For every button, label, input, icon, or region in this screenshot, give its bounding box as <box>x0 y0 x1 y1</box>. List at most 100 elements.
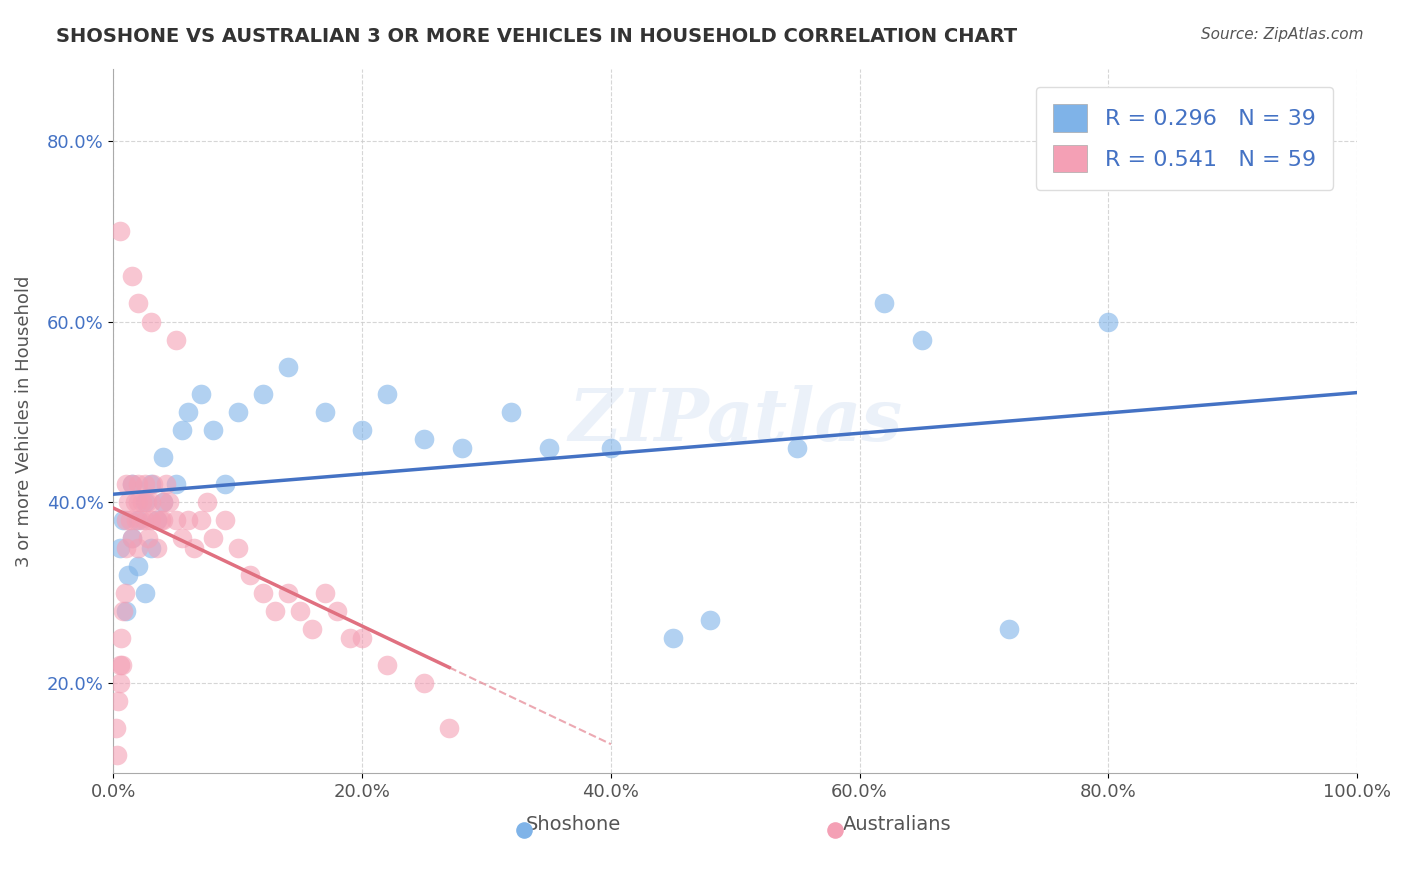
Point <box>125 513 148 527</box>
Point <box>121 269 143 284</box>
Point <box>170 423 193 437</box>
Point <box>104 721 127 735</box>
Point <box>129 513 152 527</box>
Point <box>288 604 311 618</box>
Legend: R = 0.296   N = 39, R = 0.541   N = 59: R = 0.296 N = 39, R = 0.541 N = 59 <box>1036 87 1333 190</box>
Point <box>115 604 138 618</box>
Point <box>301 622 323 636</box>
Point <box>1097 315 1119 329</box>
Point <box>501 405 523 419</box>
Y-axis label: 3 or more Vehicles in Household: 3 or more Vehicles in Household <box>15 276 32 566</box>
Point <box>134 495 156 509</box>
Point <box>121 532 143 546</box>
Point <box>152 495 174 509</box>
Point <box>314 585 336 599</box>
Point <box>214 477 236 491</box>
Point <box>152 495 174 509</box>
Point <box>339 631 361 645</box>
Point <box>439 721 461 735</box>
Point <box>108 224 131 238</box>
Point <box>413 676 436 690</box>
Point <box>127 296 149 310</box>
Point <box>149 513 172 527</box>
Text: ZIPatlas: ZIPatlas <box>568 385 903 457</box>
Point <box>239 567 262 582</box>
Point <box>108 541 131 555</box>
Point <box>662 631 685 645</box>
Point <box>105 748 128 763</box>
Text: Shoshone: Shoshone <box>526 815 621 834</box>
Point <box>165 513 187 527</box>
Point <box>139 513 162 527</box>
Point <box>873 296 896 310</box>
Point <box>170 532 193 546</box>
Point <box>139 477 162 491</box>
Point <box>110 631 132 645</box>
Point <box>786 441 808 455</box>
Point <box>352 631 374 645</box>
Point <box>131 495 153 509</box>
Point <box>214 513 236 527</box>
Point <box>124 495 146 509</box>
Text: Source: ZipAtlas.com: Source: ZipAtlas.com <box>1201 27 1364 42</box>
Point <box>326 604 349 618</box>
Point <box>107 857 129 871</box>
Point <box>112 513 135 527</box>
Point <box>115 477 138 491</box>
Point <box>159 495 181 509</box>
Text: SHOSHONE VS AUSTRALIAN 3 OR MORE VEHICLES IN HOUSEHOLD CORRELATION CHART: SHOSHONE VS AUSTRALIAN 3 OR MORE VEHICLE… <box>56 27 1018 45</box>
Point <box>142 477 165 491</box>
Point <box>110 857 132 871</box>
Point <box>127 477 149 491</box>
Point <box>127 541 149 555</box>
Point <box>139 315 162 329</box>
Point <box>314 405 336 419</box>
Point <box>183 541 205 555</box>
Point <box>136 532 159 546</box>
Point <box>537 441 560 455</box>
Point <box>413 432 436 446</box>
Point <box>152 513 174 527</box>
Point <box>115 541 138 555</box>
Point <box>134 477 156 491</box>
Point <box>165 477 187 491</box>
Point <box>112 604 135 618</box>
Point <box>226 405 249 419</box>
Point <box>155 477 177 491</box>
Point <box>599 441 621 455</box>
Point <box>118 513 141 527</box>
Point <box>699 613 721 627</box>
Point <box>108 658 131 673</box>
Point <box>190 513 212 527</box>
Point <box>134 513 156 527</box>
Point <box>352 423 374 437</box>
Point <box>127 495 149 509</box>
Point <box>107 694 129 708</box>
Point <box>252 387 274 401</box>
Point <box>139 541 162 555</box>
Point <box>450 441 472 455</box>
Point <box>277 359 299 374</box>
Point <box>121 477 143 491</box>
Point <box>264 604 287 618</box>
Point <box>139 495 162 509</box>
Point <box>195 495 218 509</box>
Point <box>146 513 169 527</box>
Point <box>375 387 398 401</box>
Point <box>136 495 159 509</box>
Point <box>165 333 187 347</box>
Point <box>911 333 934 347</box>
Point <box>152 450 174 464</box>
Point <box>114 585 136 599</box>
Point <box>998 622 1021 636</box>
Point <box>375 658 398 673</box>
Point <box>146 541 169 555</box>
Point <box>177 513 200 527</box>
Point <box>117 567 139 582</box>
Point <box>117 495 139 509</box>
Point <box>115 513 138 527</box>
Point <box>201 532 224 546</box>
Point <box>146 513 169 527</box>
Text: Australians: Australians <box>842 815 952 834</box>
Point <box>111 658 134 673</box>
